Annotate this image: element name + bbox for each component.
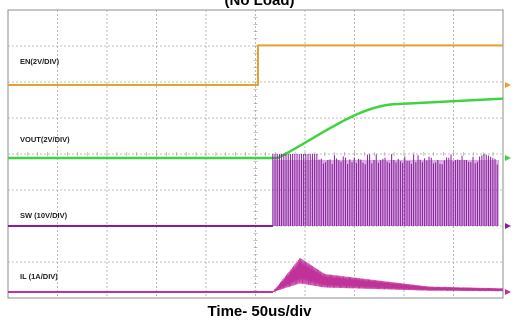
traces [8, 44, 511, 295]
label-sw: SW (10V/DIV) [20, 211, 68, 220]
channel-marker [505, 289, 511, 295]
oscilloscope-plot: EN(2V/DIV) VOUT(2V/DIV) SW (10V/DIV) IL … [7, 9, 511, 299]
channel-marker [505, 82, 511, 88]
trace-il [271, 258, 504, 293]
label-il: IL (1A/DIV) [20, 272, 58, 281]
chart-title: (No Load) [224, 0, 295, 9]
trace-0 [8, 44, 503, 86]
channel-marker [505, 223, 511, 229]
label-en: EN(2V/DIV) [20, 57, 60, 66]
label-vout: VOUT(2V/DIV) [20, 135, 70, 144]
trace-vout [8, 97, 504, 160]
x-axis-label: Time- 50us/div [207, 303, 312, 320]
channel-marker [505, 155, 511, 161]
trace-sw-band [272, 160, 499, 226]
